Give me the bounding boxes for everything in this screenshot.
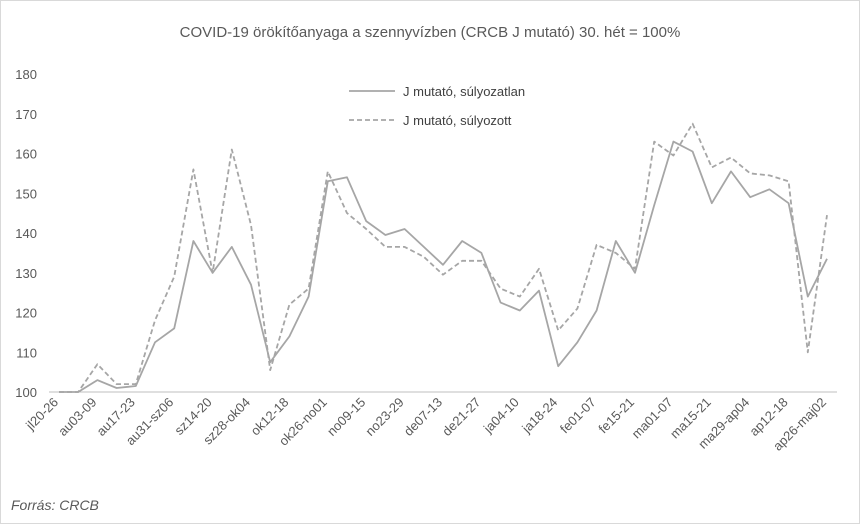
chart-title: COVID-19 örökítőanyaga a szennyvízben (C… [180, 24, 681, 41]
y-tick-label: 150 [15, 186, 37, 201]
x-tick-label: ja18-24 [518, 395, 560, 437]
x-tick-label: de07-13 [401, 395, 445, 439]
x-tick-label: ma01-07 [629, 395, 676, 442]
x-tick-label: au03-09 [55, 395, 99, 439]
series-lines [59, 122, 828, 393]
x-tick-label: no09-15 [324, 395, 368, 439]
legend-label: J mutató, súlyozatlan [403, 84, 525, 99]
y-tick-label: 140 [15, 226, 37, 241]
y-tick-label: 160 [15, 147, 37, 162]
x-tick-label: de21-27 [439, 395, 483, 439]
y-tick-label: 120 [15, 306, 37, 321]
y-tick-label: 180 [15, 67, 37, 82]
y-tick-label: 130 [15, 266, 37, 281]
legend: J mutató, súlyozatlan J mutató, súlyozott [349, 84, 525, 128]
y-tick-label: 100 [15, 385, 37, 400]
y-tick-label: 170 [15, 107, 37, 122]
series-line [59, 140, 828, 393]
series-line [59, 122, 828, 393]
x-tick-label: ja04-10 [480, 395, 522, 437]
x-tick-label: no23-29 [362, 395, 406, 439]
legend-label: J mutató, súlyozott [403, 113, 512, 128]
y-tick-label: 110 [16, 345, 37, 360]
source-note: Forrás: CRCB [11, 497, 99, 513]
x-tick-label: fe01-07 [557, 395, 599, 437]
